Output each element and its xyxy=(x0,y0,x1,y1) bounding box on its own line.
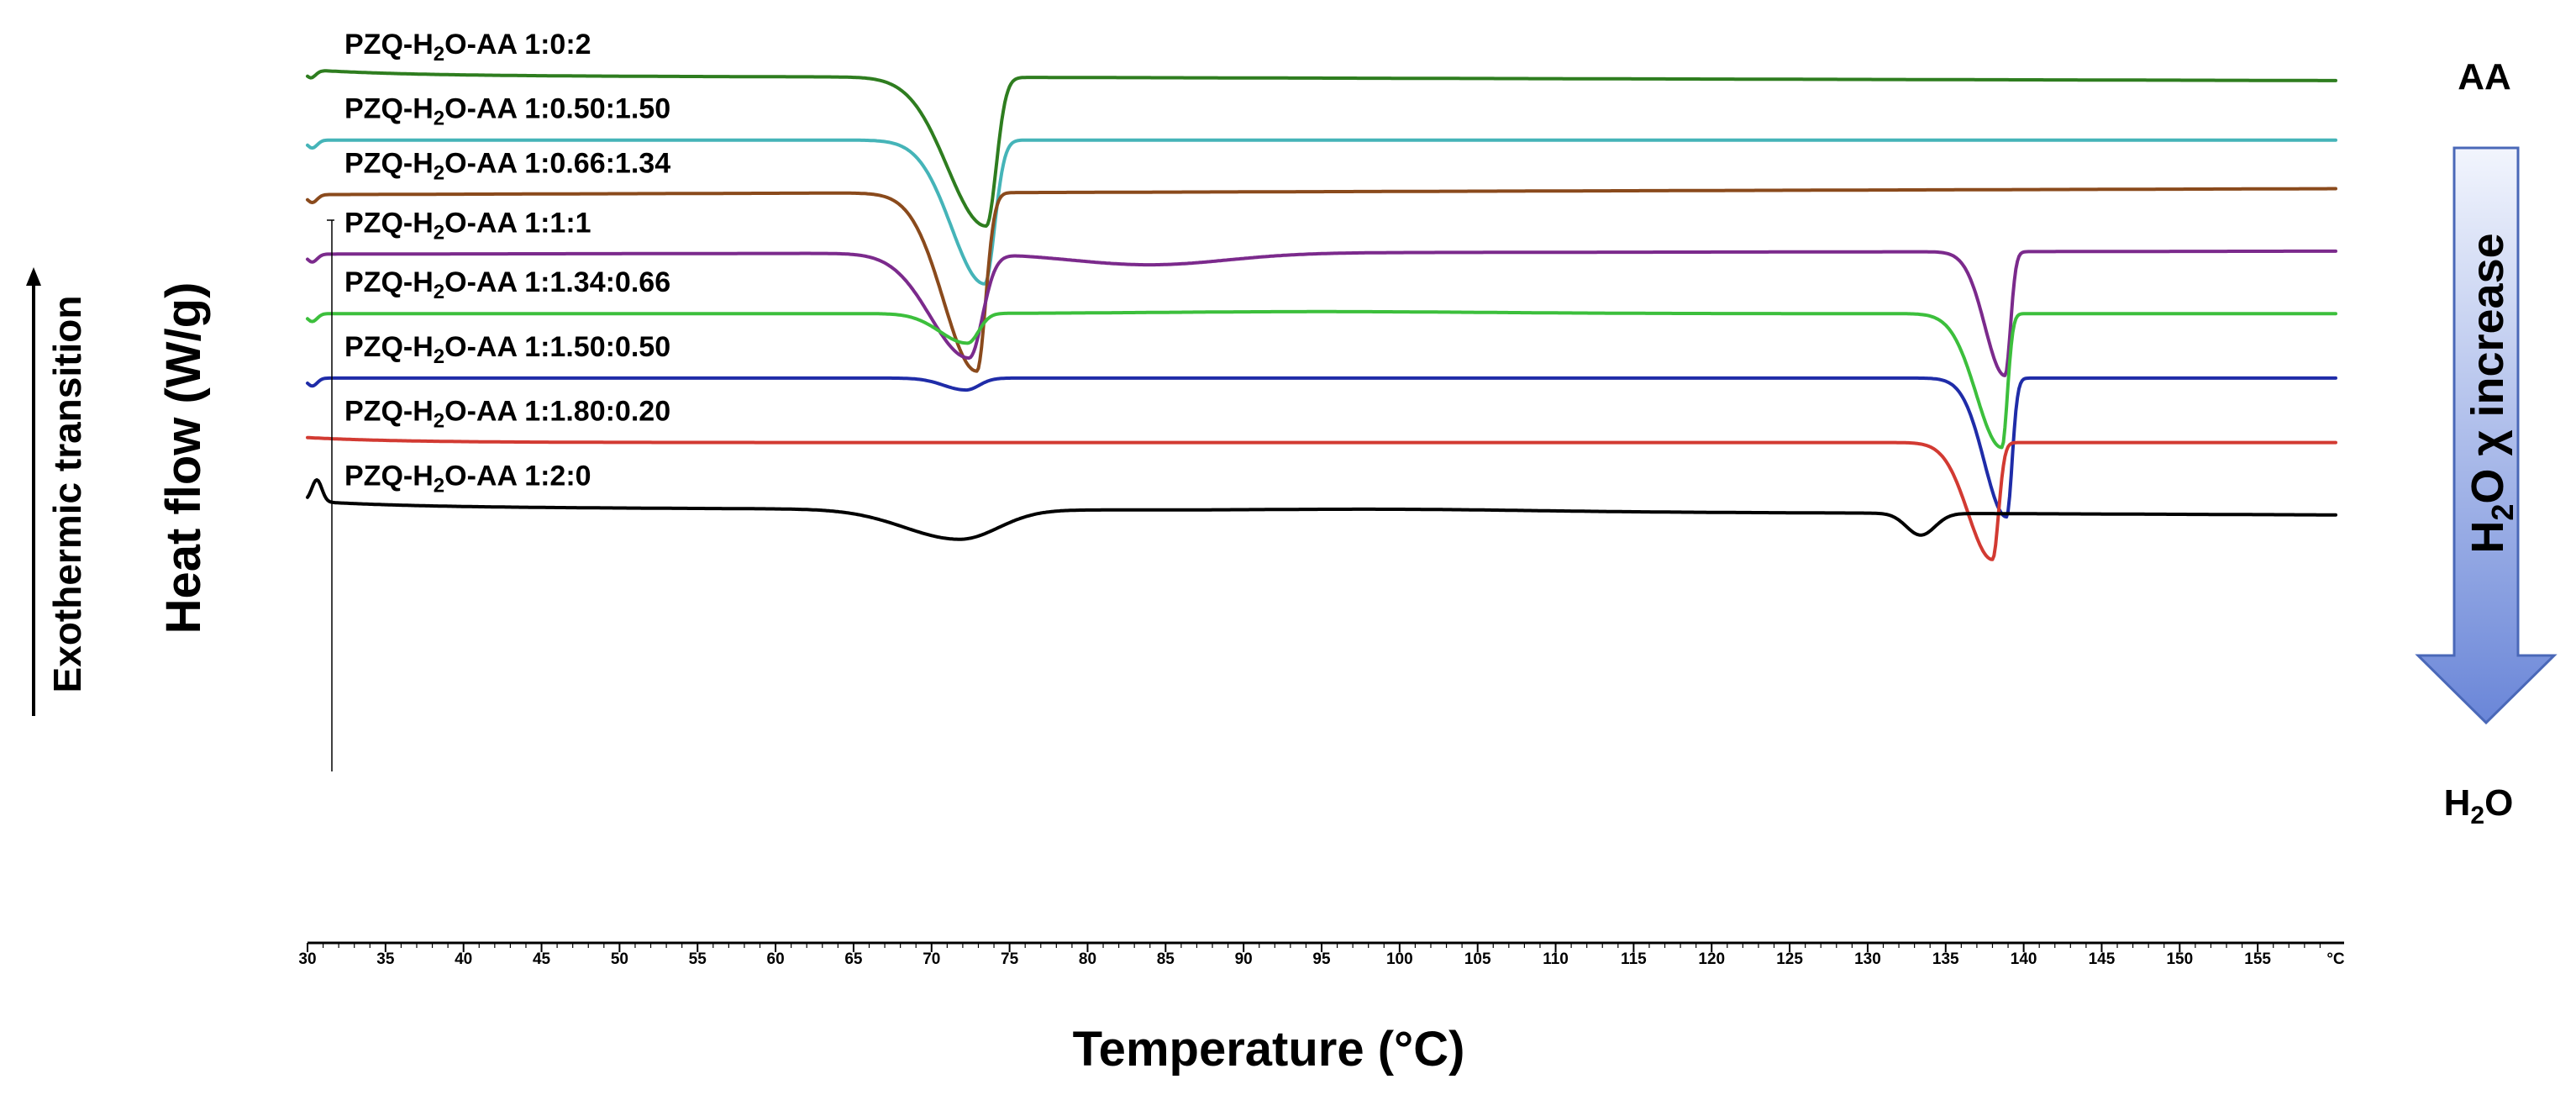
series-label: PZQ-H2O-AA 1:1.34:0.66 xyxy=(344,266,670,303)
x-tick-label: 145 xyxy=(2089,950,2116,968)
series-label: PZQ-H2O-AA 1:1:1 xyxy=(344,207,591,244)
x-axis-title: Temperature (°C) xyxy=(1073,1022,1465,1077)
gradient-arrow: H2O χ increase xyxy=(2415,146,2558,725)
x-unit-tick-label: °C xyxy=(2326,950,2345,968)
exothermic-direction: Exothermic transition xyxy=(26,267,89,716)
x-tick-label: 80 xyxy=(1079,950,1096,968)
series-label: PZQ-H2O-AA 1:0.50:1.50 xyxy=(344,93,670,130)
x-ticks: 30 35 40 45 50 55 60 65 70 75 80 85 90 95 100 105 110 115… xyxy=(298,943,2321,968)
series-labels: PZQ-H2O-AA 1:0:2 PZQ-H2O-AA 1:0.50:1.50 PZ… xyxy=(344,29,670,497)
x-tick-label: 35 xyxy=(376,950,395,968)
x-tick-label: 70 xyxy=(923,950,940,968)
series-line xyxy=(306,478,2337,541)
x-tick-label: 125 xyxy=(1776,950,1803,968)
series-label: PZQ-H2O-AA 1:0:2 xyxy=(344,29,591,66)
series-line xyxy=(306,69,2337,228)
y-axis-title: Heat flow (W/g) xyxy=(156,282,211,634)
exothermic-arrow-head xyxy=(26,267,41,286)
x-tick-label: 115 xyxy=(1621,950,1647,968)
x-tick-label: 30 xyxy=(298,950,316,968)
series-label: PZQ-H2O-AA 1:1.50:0.50 xyxy=(344,331,670,368)
x-tick-label: 110 xyxy=(1543,950,1569,968)
series-curves xyxy=(306,69,2337,561)
series-line xyxy=(306,138,2337,286)
x-tick-label: 105 xyxy=(1464,950,1491,968)
series-line xyxy=(306,435,2337,561)
x-axis: 30 35 40 45 50 55 60 65 70 75 80 85 90 95 100 105 110 115… xyxy=(298,941,2345,968)
x-tick-label: 55 xyxy=(689,950,707,968)
series-label: PZQ-H2O-AA 1:1.80:0.20 xyxy=(344,396,670,433)
exothermic-label: Exothermic transition xyxy=(45,296,89,693)
series-label: PZQ-H2O-AA 1:0.66:1.34 xyxy=(344,148,670,185)
x-tick-label: 90 xyxy=(1235,950,1253,968)
x-tick-label: 45 xyxy=(533,950,551,968)
x-tick-label: 100 xyxy=(1386,950,1413,968)
x-tick-label: 135 xyxy=(1932,950,1959,968)
series-label: PZQ-H2O-AA 1:2:0 xyxy=(344,460,591,497)
series-line xyxy=(306,249,2337,377)
series-line xyxy=(306,187,2337,373)
end-label-h2o: H2O xyxy=(2444,782,2514,829)
x-tick-label: 40 xyxy=(455,950,472,968)
x-tick-label: 130 xyxy=(1854,950,1881,968)
series-line xyxy=(306,309,2337,450)
x-tick-label: 75 xyxy=(1001,950,1019,968)
gradient-arrow-label: H2O χ increase xyxy=(2463,233,2520,553)
x-tick-label: 155 xyxy=(2244,950,2271,968)
x-tick-label: 140 xyxy=(2011,950,2037,968)
x-tick-label: 50 xyxy=(611,950,628,968)
x-tick-label: 95 xyxy=(1312,950,1331,968)
end-label-aa: AA xyxy=(2458,56,2511,97)
x-tick-label: 85 xyxy=(1157,950,1175,968)
x-tick-label: 65 xyxy=(844,950,863,968)
x-tick-label: 120 xyxy=(1698,950,1725,968)
gradient-arrow-shape xyxy=(2415,146,2558,725)
x-tick-label: 150 xyxy=(2166,950,2193,968)
x-tick-label: 60 xyxy=(767,950,785,968)
